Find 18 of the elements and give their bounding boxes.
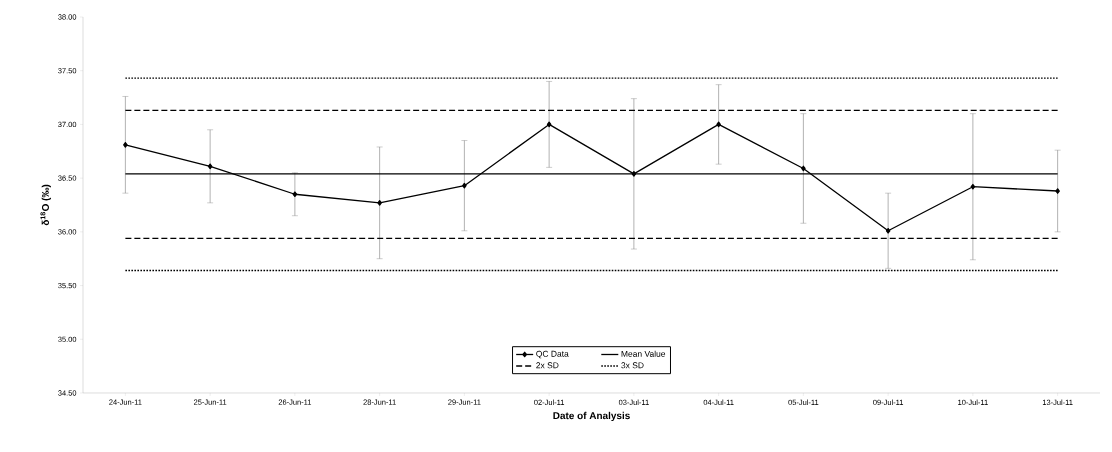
point	[801, 165, 806, 172]
point	[292, 191, 298, 198]
point	[631, 170, 637, 177]
point	[207, 163, 213, 170]
y-axis-title: δ$^{18}$O (‰)	[40, 184, 51, 226]
x-axis-title: Date of Analysis	[553, 411, 630, 422]
legend-label: QC Data	[536, 350, 569, 359]
point	[716, 121, 721, 128]
legend-label: 3x SD	[621, 362, 644, 369]
point	[885, 227, 891, 234]
legend-label: 2x SD	[536, 362, 559, 369]
point	[1055, 188, 1060, 194]
point	[377, 200, 382, 206]
point	[546, 121, 552, 128]
legend-label: Mean Value	[621, 350, 666, 357]
point	[970, 183, 976, 190]
point	[123, 141, 128, 148]
point	[462, 182, 467, 189]
